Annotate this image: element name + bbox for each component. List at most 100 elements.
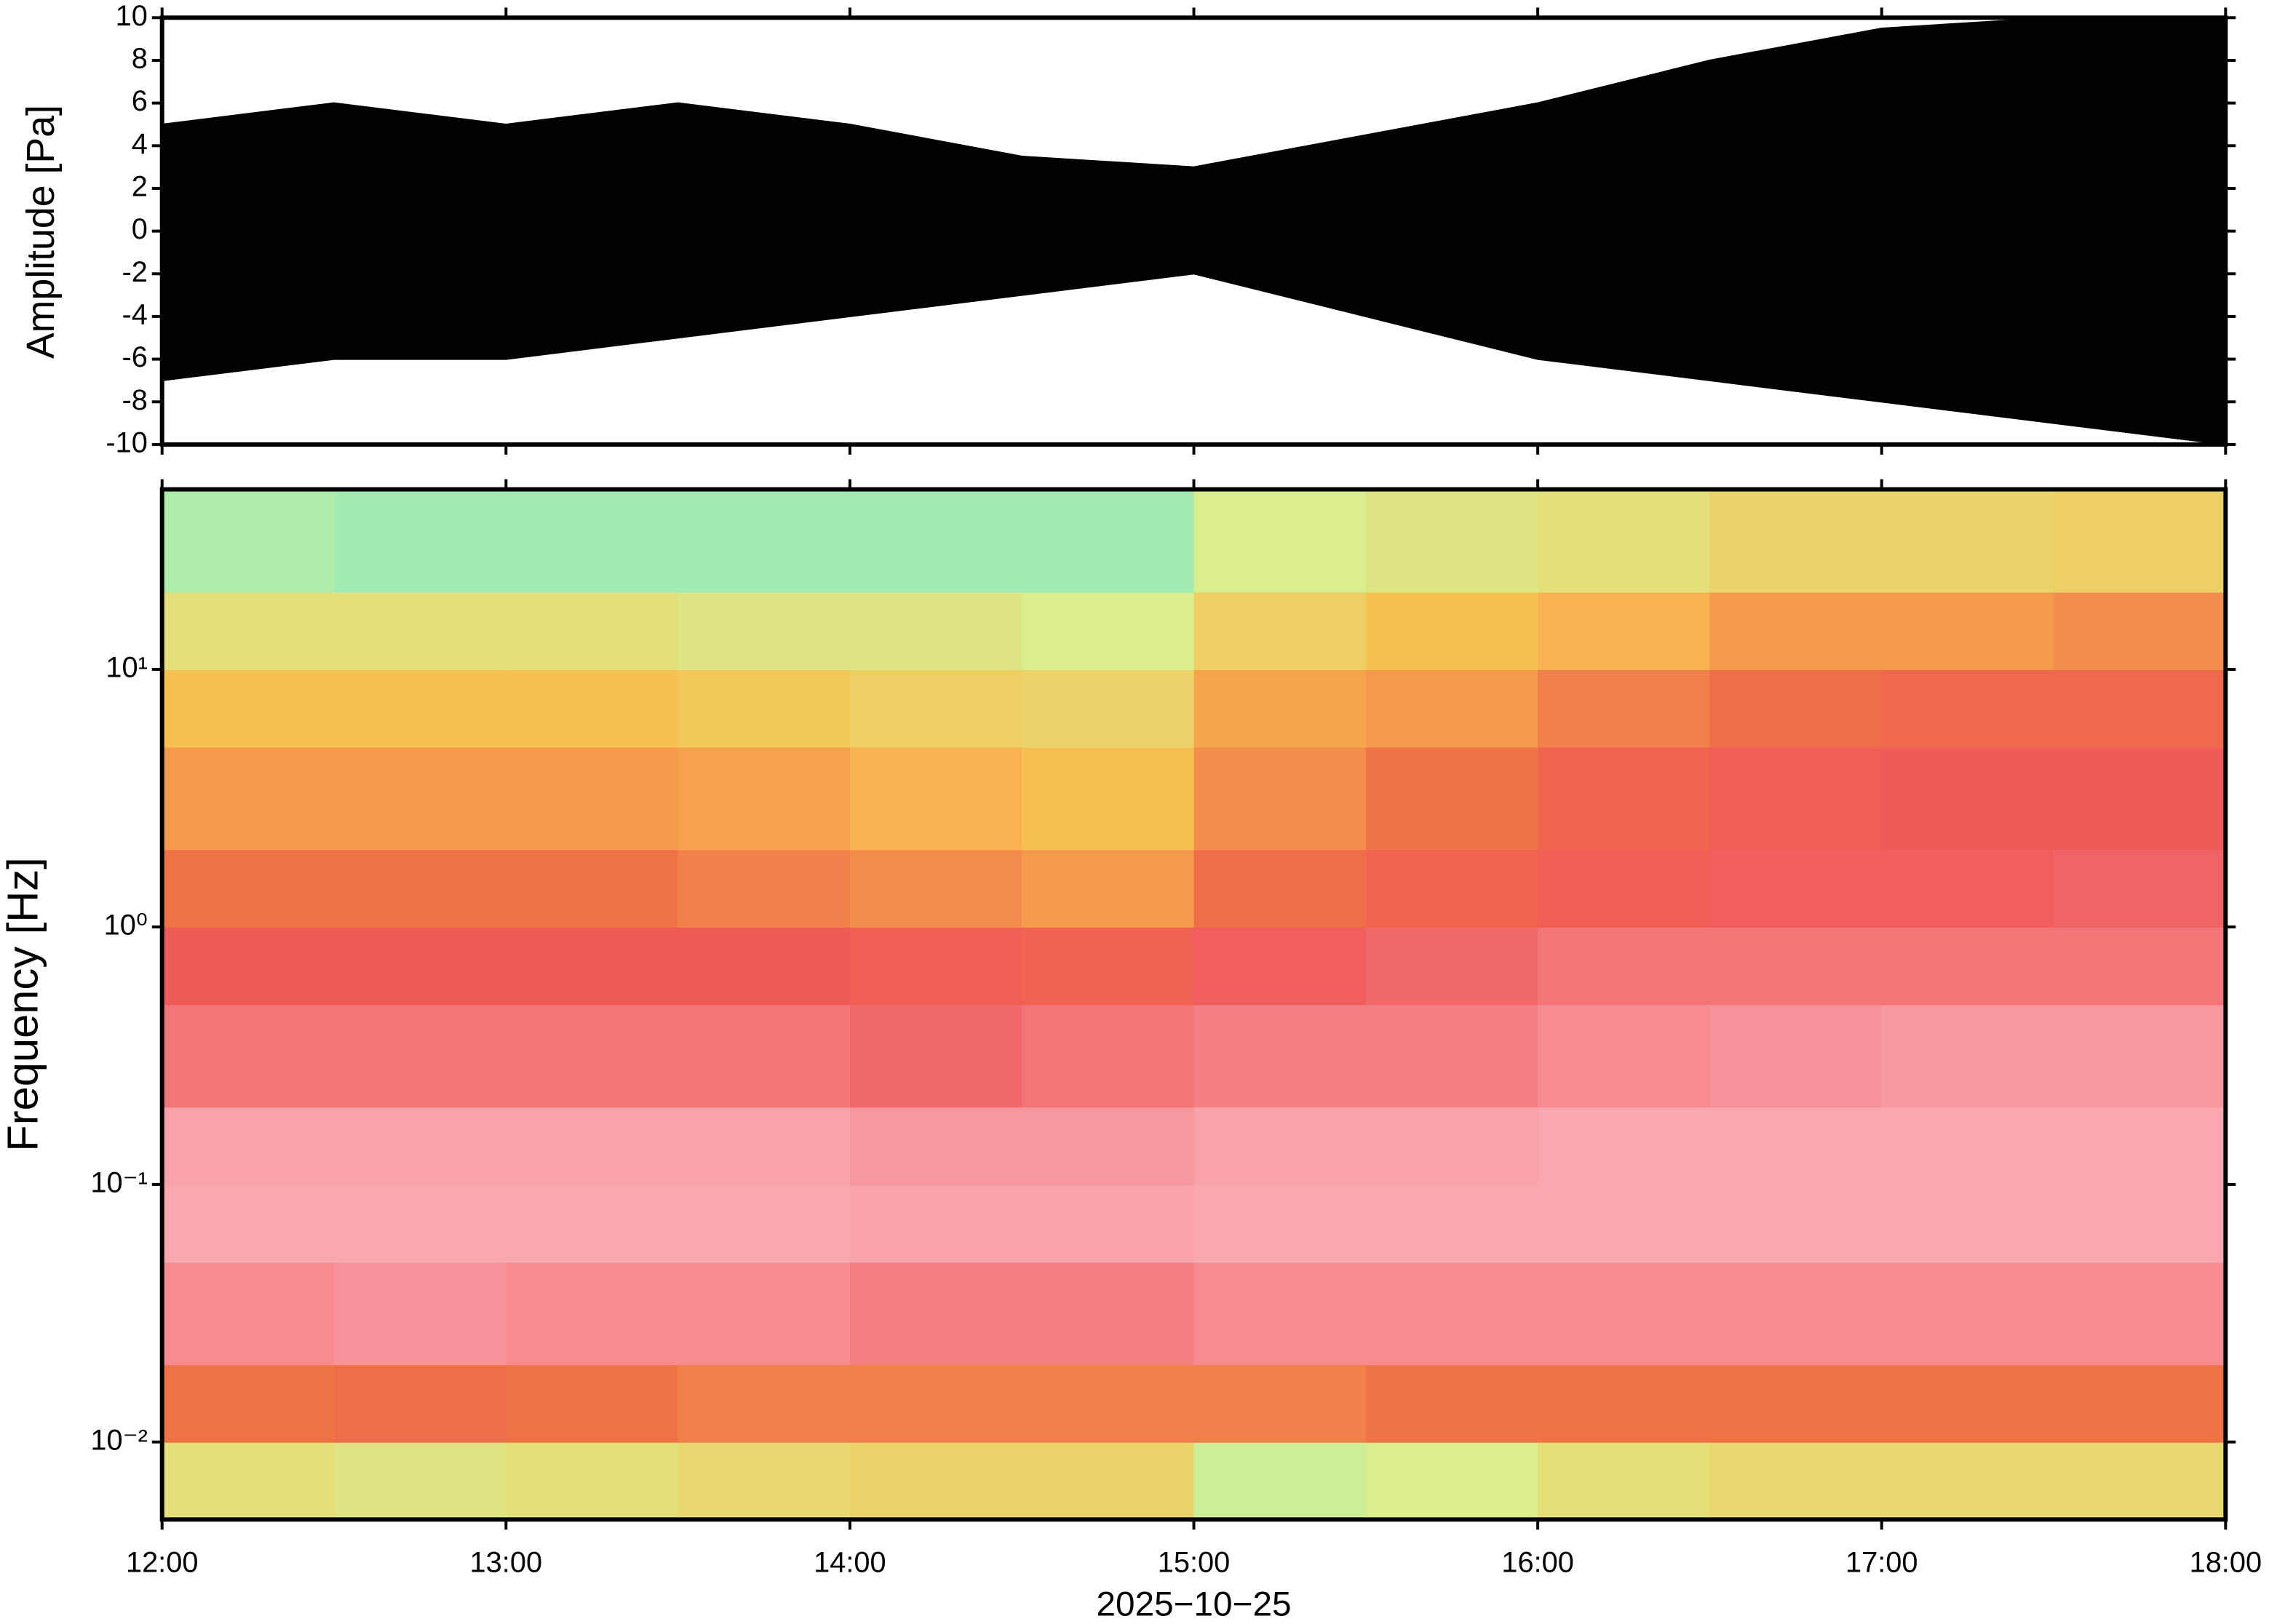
y-tick-label: 4 [132, 128, 148, 160]
spectrogram-cell [1709, 1107, 1883, 1185]
spectrogram-cell [162, 1262, 335, 1366]
spectrogram-cell [677, 926, 851, 1006]
spectrogram-cell [1022, 1262, 1195, 1366]
spectrogram-cell [1022, 1441, 1195, 1521]
y-axis-label: Frequency [Hz] [0, 857, 47, 1151]
y-tick-label: -10 [106, 426, 147, 458]
spectrogram-cell [1193, 926, 1367, 1006]
spectrogram-cell [1538, 1184, 1711, 1263]
spectrogram-cell [2054, 1184, 2227, 1263]
spectrogram-cell [1022, 849, 1195, 928]
spectrogram-cell [162, 1107, 335, 1185]
spectrogram-cell [1709, 1004, 1883, 1108]
spectrogram-cell [162, 489, 335, 593]
spectrogram-cell [1538, 1262, 1711, 1366]
spectrogram-cell [1881, 1004, 2055, 1108]
spectrogram-cell [506, 489, 679, 593]
spectrogram-cell [677, 1184, 851, 1263]
spectrogram-cell [1538, 592, 1711, 670]
spectrogram-cell [677, 1364, 851, 1443]
spectrogram-cell [1193, 1364, 1367, 1443]
spectrogram-cell [2054, 1004, 2227, 1108]
spectrogram-cell [1881, 1262, 2055, 1366]
spectrogram-cell [1193, 669, 1367, 748]
spectrogram-cell [1365, 1107, 1539, 1185]
spectrogram-cell [849, 849, 1023, 928]
spectrogram-cell [849, 1262, 1023, 1366]
spectrogram-cell [506, 1262, 679, 1366]
spectrogram-cell [506, 1107, 679, 1185]
spectrogram-cell [162, 592, 335, 670]
spectrogram-cell [2054, 1262, 2227, 1366]
spectrogram-cell [334, 1184, 507, 1263]
spectrogram-cell [1365, 747, 1539, 851]
spectrogram-cell [334, 926, 507, 1006]
spectrogram-cell [1538, 1364, 1711, 1443]
spectrogram-cell [1709, 926, 1883, 1006]
spectrogram-cell [1709, 1184, 1883, 1263]
y-tick-label: 6 [132, 85, 148, 117]
spectrogram-cell [849, 1184, 1023, 1263]
spectrogram-cell [2054, 489, 2227, 593]
y-tick-label: 10¹ [106, 651, 147, 683]
spectrogram-cell [162, 1441, 335, 1521]
spectrogram-cell [849, 747, 1023, 851]
spectrogram-cell [162, 669, 335, 748]
spectrogram-cell [1022, 1184, 1195, 1263]
x-tick-label: 18:00 [2190, 1547, 2262, 1579]
spectrogram-cell [1193, 849, 1367, 928]
y-tick-label: -2 [122, 256, 147, 288]
spectrogram-cell [1193, 747, 1367, 851]
spectrogram-cell [1365, 592, 1539, 670]
spectrogram-cell [1193, 592, 1367, 670]
spectrogram-cell [1022, 1364, 1195, 1443]
waveform-envelope [161, 230, 2227, 446]
spectrogram-cell [334, 849, 507, 928]
spectrogram-cell [849, 489, 1023, 593]
spectrogram-cell [677, 489, 851, 593]
spectrogram-cell [1365, 1364, 1539, 1443]
spectrogram-cell [1022, 747, 1195, 851]
spectrogram-cell [1709, 1441, 1883, 1521]
spectrogram-cell [1881, 489, 2055, 593]
spectrogram-cell [2054, 669, 2227, 748]
spectrogram-cell [506, 926, 679, 1006]
spectrogram-cell [1365, 926, 1539, 1006]
spectrogram-cell [677, 747, 851, 851]
y-tick-label: -4 [122, 298, 147, 330]
spectrogram-cell [1709, 489, 1883, 593]
spectrogram-cell [1881, 1364, 2055, 1443]
spectrogram-cell [1365, 1184, 1539, 1263]
spectrogram-cell [849, 1441, 1023, 1521]
spectrogram-cell [162, 747, 335, 851]
spectrogram-cell [506, 1364, 679, 1443]
spectrogram-cell [1022, 1004, 1195, 1108]
spectrogram-cell [506, 669, 679, 748]
y-tick-label: 0 [132, 213, 148, 245]
spectrogram-cell [334, 489, 507, 593]
x-tick-label: 13:00 [470, 1547, 543, 1579]
y-tick-label: 10⁰ [104, 909, 148, 941]
spectrogram-cell [677, 1441, 851, 1521]
spectrogram-cell [1193, 1004, 1367, 1108]
spectrogram-cell [334, 1107, 507, 1185]
spectrogram-cell [1538, 489, 1711, 593]
spectrogram-cell [1538, 1004, 1711, 1108]
spectrogram-cell [506, 1184, 679, 1263]
spectrogram-cell [1193, 1262, 1367, 1366]
spectrogram-cell [1022, 926, 1195, 1006]
y-tick-label: -8 [122, 384, 147, 416]
spectrogram-cell [334, 669, 507, 748]
y-tick-label: 10 [116, 0, 148, 32]
spectrogram-cell [1538, 1107, 1711, 1185]
spectrogram-cell [506, 1441, 679, 1521]
y-tick-label: 10⁻² [90, 1424, 147, 1456]
spectrogram-cell [506, 747, 679, 851]
spectrogram-cell [677, 1107, 851, 1185]
spectrogram-cell [506, 1004, 679, 1108]
spectrogram-cell [1709, 747, 1883, 851]
spectrogram-cell [677, 669, 851, 748]
spectrogram-cell [849, 1107, 1023, 1185]
y-axis-label: Amplitude [Pa] [19, 105, 63, 359]
spectrogram-cell [2054, 1441, 2227, 1521]
